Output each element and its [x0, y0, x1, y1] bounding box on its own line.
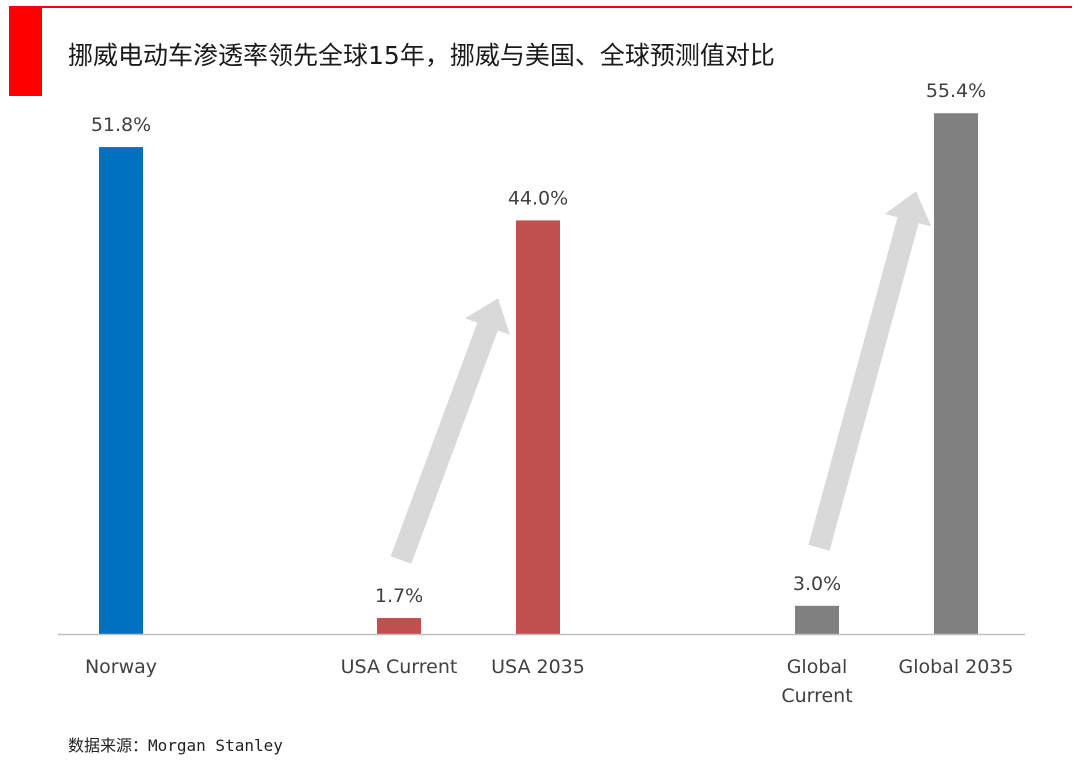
bar-3 — [795, 605, 839, 634]
title-accent-block — [9, 6, 42, 96]
data-label-4: 55.4% — [926, 80, 986, 102]
bar-2 — [516, 220, 560, 634]
data-label-0: 51.8% — [91, 114, 151, 136]
arrows-layer — [390, 191, 932, 564]
bar-0 — [99, 147, 143, 634]
data-label-3: 3.0% — [793, 573, 841, 595]
data-label-2: 44.0% — [508, 187, 568, 209]
category-label-4: Global 2035 — [898, 656, 1013, 678]
page-title: 挪威电动车渗透率领先全球15年，挪威与美国、全球预测值对比 — [68, 41, 775, 70]
top-rule — [42, 6, 1072, 8]
category-label-0: Norway — [85, 656, 157, 678]
trend-arrow-2 — [808, 191, 932, 551]
bars-layer — [99, 113, 978, 635]
category-label-2: USA 2035 — [491, 656, 585, 678]
bar-4 — [934, 113, 978, 635]
data-label-1: 1.7% — [375, 585, 423, 607]
bar-1 — [377, 618, 421, 634]
source-note: 数据来源：Morgan Stanley — [68, 736, 283, 755]
category-label-1: USA Current — [341, 656, 458, 678]
category-label-3-line-1: Current — [781, 685, 852, 707]
category-label-3-line-0: Global — [787, 656, 848, 678]
labels-layer: 51.8% Norway 1.7% USA Current 44.0% USA 2035 3… — [85, 80, 1014, 707]
trend-arrow-1 — [390, 298, 511, 564]
